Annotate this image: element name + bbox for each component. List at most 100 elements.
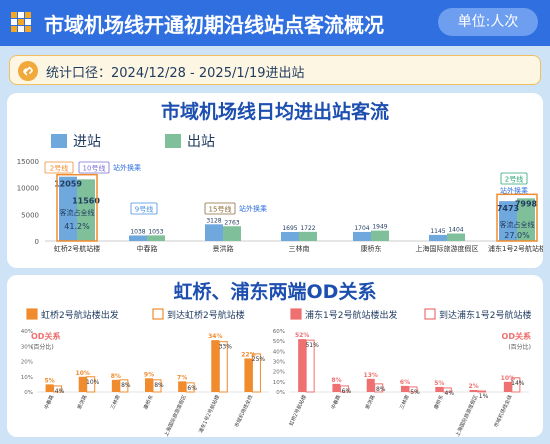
data-label-depart: 8% — [111, 373, 121, 380]
line10-tag: 10号线 — [83, 164, 106, 173]
x-tick-label: 康桥东 — [142, 394, 155, 411]
y-tick-label: 40% — [273, 349, 285, 355]
bar-out — [299, 231, 317, 241]
grid-logo-icon — [11, 12, 31, 32]
pudong-highlight-box — [496, 193, 538, 242]
bar-depart — [111, 379, 120, 392]
data-label-out: 2763 — [224, 219, 239, 226]
data-label-depart: 6% — [400, 379, 410, 386]
x-tick-label: 三林南 — [109, 394, 122, 411]
data-label-depart: 13% — [364, 372, 378, 379]
od-bar-chart: 虹桥2号航站楼出发 到达虹桥2号航站楼 浦东1号2号航站楼出发 到达浦东1号2号航站楼… — [21, 308, 531, 437]
bar-arrive — [86, 376, 96, 393]
ridership-title: 市域机场线日均进出站客流 — [160, 101, 389, 123]
data-label-in: 12059 — [54, 180, 82, 189]
x-tick-label: 上海国际旅游度假区 — [454, 394, 479, 437]
transfer-note-jinghong: 站外换乘 — [239, 204, 267, 213]
y-tick-label: 60% — [273, 329, 285, 335]
od-unit: (百分比) — [508, 343, 531, 351]
data-label-arrive: 33% — [219, 344, 233, 351]
bar-depart — [469, 389, 478, 392]
x-tick-label: 上海国际旅游度假区 — [163, 394, 188, 437]
bar-arrive — [53, 385, 63, 393]
od-panel: 虹桥、浦东两端OD关系 虹桥2号航站楼出发 到达虹桥2号航站楼 浦东1号2号航站楼出… — [7, 275, 543, 437]
y-tick-label: 15000 — [17, 158, 39, 166]
data-label-arrive: 25% — [252, 356, 266, 363]
bar-depart — [298, 339, 307, 392]
x-tick-label: 景洪路 — [364, 394, 377, 411]
x-tick-label: 虹桥2号航站楼 — [288, 394, 308, 427]
data-label-depart: 34% — [208, 333, 222, 340]
stat-range-box: 统计口径：2024/12/28 - 2025/1/19进出站 — [9, 55, 541, 85]
od-label: OD关系 — [31, 331, 60, 341]
share-label-hongqiao: 客流占全线 — [60, 208, 95, 217]
x-tick-label: 中春路 — [43, 394, 56, 411]
y-tick-label: 50% — [273, 339, 285, 345]
x-tick-label: 景洪路 — [213, 244, 234, 253]
transfer-note-hongqiao: 站外换乘 — [113, 163, 141, 172]
bar-arrive — [442, 387, 452, 393]
legend-swatch — [424, 308, 436, 320]
data-label-arrive: 10% — [86, 379, 100, 386]
od-unit: (百分比) — [31, 343, 54, 351]
data-label-out: 1404 — [448, 227, 463, 234]
bar-arrive — [152, 379, 162, 393]
y-tick-label: 20% — [273, 370, 285, 376]
legend-label: 浦东1号2号航站楼出发 — [305, 309, 397, 321]
bar-in — [353, 231, 371, 241]
bar-arrive — [305, 339, 315, 393]
legend-swatch — [152, 308, 164, 320]
line2-tag-box — [44, 161, 74, 174]
legend-label: 到达虹桥2号航站楼 — [167, 309, 245, 321]
unit-badge: 单位:人次 — [438, 8, 538, 36]
bar-in — [281, 231, 299, 241]
y-tick-label: 10% — [21, 375, 33, 381]
bar-out — [223, 226, 241, 241]
bar-arrive — [251, 353, 261, 393]
bar-arrive — [477, 390, 487, 393]
line15-tag-box — [204, 202, 236, 215]
ridership-bar-chart: 0 5000 10000 15000 12059 11560 虹桥2号航站楼 1038 1053… — [17, 158, 543, 253]
share-value-hongqiao: 41.2% — [64, 222, 90, 231]
data-label-arrive: 1% — [479, 393, 489, 400]
page-title: 市域机场线开通初期沿线站点客流概况 — [44, 13, 384, 37]
data-label-in: 1145 — [430, 228, 445, 235]
y-tick-label: 0 — [35, 238, 39, 246]
x-tick-label: 虹桥2号航站楼 — [54, 244, 100, 253]
y-tick-label: 10% — [273, 380, 285, 386]
y-tick-label: 0% — [24, 390, 33, 396]
line2-pudong-tag-box — [500, 172, 528, 185]
data-label-depart: 5% — [44, 377, 54, 384]
share-value-pudong: 27.0% — [504, 231, 530, 240]
data-label-arrive: 8% — [154, 382, 164, 389]
data-label-depart: 2% — [468, 383, 478, 390]
bar-depart — [503, 381, 512, 392]
bar-arrive — [119, 379, 129, 393]
data-label-out: 1722 — [300, 225, 315, 232]
bar-depart — [332, 383, 341, 392]
legend-label: 到达浦东1号2号航站楼 — [439, 309, 531, 321]
bar-depart — [211, 340, 220, 392]
data-label-depart: 7% — [177, 374, 187, 381]
bar-out — [517, 198, 535, 241]
line2-pudong-tag: 2号线 — [505, 175, 523, 184]
y-tick-label: 5000 — [21, 211, 39, 219]
y-tick-label: 30% — [273, 360, 285, 366]
data-label-out: 1053 — [148, 228, 163, 235]
bar-arrive — [185, 382, 195, 393]
bar-depart — [366, 378, 375, 392]
data-label-in: 7473 — [497, 204, 519, 213]
bar-out — [147, 235, 165, 241]
line10-tag-box — [78, 161, 110, 174]
data-label-out: 7998 — [515, 199, 538, 208]
data-label-in: 1695 — [282, 225, 297, 232]
bar-in — [129, 235, 147, 241]
od-label: OD关系 — [502, 331, 531, 341]
ridership-panel: 市域机场线日均进出站客流 进站 出站 0 5000 10000 15000 12059 1… — [7, 93, 543, 268]
bar-in — [205, 224, 223, 241]
od-title: 虹桥、浦东两端OD关系 — [173, 281, 377, 303]
link-icon — [18, 61, 38, 81]
header-bar: 市域机场线开通初期沿线站点客流概况 单位:人次 — [0, 0, 550, 46]
bar-depart — [244, 358, 253, 392]
legend-swatch — [26, 308, 38, 320]
